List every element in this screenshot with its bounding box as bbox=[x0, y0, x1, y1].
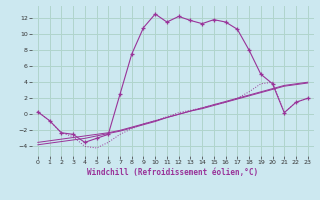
X-axis label: Windchill (Refroidissement éolien,°C): Windchill (Refroidissement éolien,°C) bbox=[87, 168, 258, 177]
